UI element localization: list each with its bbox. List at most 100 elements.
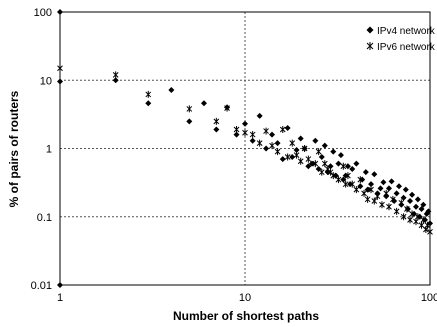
ipv6-point xyxy=(327,168,334,176)
ipv4-point xyxy=(293,147,300,154)
x-tick-label: 1 xyxy=(57,292,63,304)
ipv4-point xyxy=(407,198,414,205)
y-tick-label: 0.01 xyxy=(31,280,52,292)
legend-marker-ipv6 xyxy=(366,42,374,50)
data-points xyxy=(57,9,433,288)
ipv4-point xyxy=(200,100,207,107)
ipv6-point xyxy=(289,139,296,147)
ipv4-point xyxy=(353,160,360,167)
ipv4-point xyxy=(321,142,328,149)
ipv6-point xyxy=(249,131,256,139)
legend: IPv4 network IPv6 network xyxy=(366,26,436,53)
ipv6-point xyxy=(145,90,152,98)
ipv4-point xyxy=(213,126,220,133)
ipv6-point xyxy=(427,228,433,236)
ipv4-point xyxy=(368,181,375,188)
ipv4-point xyxy=(409,191,416,198)
axis-ticks: 100 10 1 0.1 0.01 1 10 100 xyxy=(31,7,437,304)
ipv4-point xyxy=(168,86,175,93)
ipv4-point xyxy=(249,137,256,144)
ipv4-point xyxy=(362,169,369,176)
ipv4-point xyxy=(347,181,354,188)
ipv6-point xyxy=(364,195,371,203)
ipv6-point xyxy=(312,160,319,168)
ipv4-point xyxy=(263,145,270,152)
ipv6-point xyxy=(330,172,337,180)
ipv4-point xyxy=(425,208,432,215)
ipv6-point xyxy=(398,199,405,207)
ipv6-point xyxy=(342,180,349,188)
y-tick-label: 1 xyxy=(46,144,52,156)
ipv6-point xyxy=(284,153,291,161)
plot-area xyxy=(59,11,431,286)
ipv6-point xyxy=(353,186,360,194)
ipv6-point xyxy=(305,155,312,163)
ipv6-point xyxy=(186,105,193,113)
ipv6-point xyxy=(400,213,407,221)
x-axis-title: Number of shortest paths xyxy=(173,309,319,323)
ipv4-point xyxy=(385,185,392,192)
ipv4-point xyxy=(305,163,312,170)
ipv6-point xyxy=(112,71,119,79)
ipv4-point xyxy=(400,194,407,201)
ipv4-point xyxy=(396,183,403,190)
x-tick-label: 10 xyxy=(239,292,251,304)
ipv4-point xyxy=(318,154,325,161)
ipv6-point xyxy=(213,117,220,125)
ipv6-point xyxy=(386,203,392,211)
ipv4-point xyxy=(418,205,425,212)
ipv4-point xyxy=(414,196,421,203)
ipv6-point xyxy=(368,186,374,194)
ipv6-point xyxy=(361,189,367,197)
ipv6-point xyxy=(349,180,356,188)
ipv6-point xyxy=(293,151,300,159)
ipv4-point xyxy=(284,124,291,131)
ipv6-point xyxy=(263,127,269,135)
ipv6-point xyxy=(297,157,304,165)
y-axis-title: % of pairs of routers xyxy=(7,90,21,207)
ipv6-point xyxy=(242,129,248,137)
ipv6-point xyxy=(409,210,415,218)
ipv6-point xyxy=(371,197,378,205)
x-tick-label: 100 xyxy=(421,292,437,304)
ipv4-point xyxy=(57,9,63,15)
ipv6-point xyxy=(256,139,263,147)
ipv4-point xyxy=(145,100,152,107)
ipv6-point xyxy=(340,162,347,170)
ipv4-point xyxy=(297,135,304,142)
ipv6-point xyxy=(418,221,425,229)
ipv6-point xyxy=(407,216,413,224)
ipv6-point xyxy=(390,195,396,203)
ipv6-point xyxy=(301,145,308,152)
ipv6-point xyxy=(393,207,400,215)
ipv4-point xyxy=(380,179,387,186)
ipv4-point xyxy=(342,172,349,179)
legend-label: IPv4 network xyxy=(377,26,436,37)
ipv6-point xyxy=(57,64,63,72)
ipv4-point xyxy=(404,205,411,212)
ipv4-point xyxy=(349,166,356,173)
ipv6-point xyxy=(404,205,410,213)
ipv4-point xyxy=(337,152,344,159)
ipv6-point xyxy=(424,221,431,229)
ipv6-point xyxy=(379,201,385,209)
ipv6-point xyxy=(269,142,275,150)
ipv4-point xyxy=(412,203,419,210)
grid xyxy=(60,12,430,285)
ipv4-point xyxy=(279,156,286,163)
ipv4-point xyxy=(388,178,395,185)
legend-marker-ipv4 xyxy=(366,26,374,34)
ipv6-point xyxy=(224,104,230,112)
ipv4-point xyxy=(256,112,263,119)
ipv6-point xyxy=(345,172,351,180)
ipv4-point xyxy=(402,186,409,193)
ipv4-point xyxy=(312,137,319,144)
ipv4-point xyxy=(274,140,281,147)
ipv4-point xyxy=(393,190,400,197)
ipv4-point xyxy=(330,148,337,155)
ipv4-point xyxy=(335,160,342,167)
ipv6-point xyxy=(318,168,325,176)
ipv6-point xyxy=(357,176,364,184)
ipv4-point xyxy=(371,171,378,178)
